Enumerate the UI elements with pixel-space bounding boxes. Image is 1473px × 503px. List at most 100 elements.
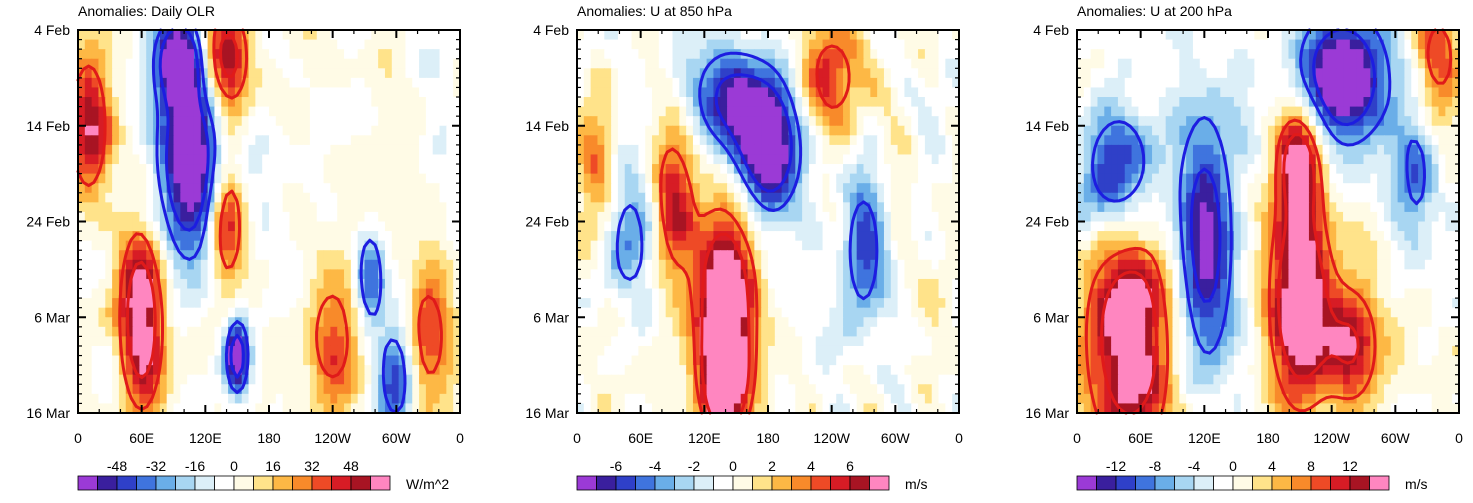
heatmap-cell [884, 279, 891, 289]
heatmap-cell [870, 394, 877, 404]
heatmap-cell [904, 298, 911, 308]
heatmap-cell [344, 222, 351, 232]
heatmap-cell [618, 356, 625, 366]
heatmap-cell [324, 327, 331, 337]
heatmap-cell [877, 97, 884, 107]
heatmap-cell [276, 126, 283, 136]
heatmap-cell [330, 346, 337, 356]
heatmap-cell [440, 260, 447, 270]
heatmap-cell [870, 365, 877, 375]
heatmap-cell [679, 97, 686, 107]
heatmap-cell [1261, 49, 1268, 59]
heatmap-cell [160, 269, 167, 279]
heatmap-cell [741, 40, 748, 50]
heatmap-cell [864, 68, 871, 78]
heatmap-cell [720, 394, 727, 404]
heatmap-cell [174, 193, 181, 203]
heatmap-cell [904, 250, 911, 260]
heatmap-cell [939, 164, 946, 174]
heatmap-cell [625, 164, 632, 174]
heatmap-cell [918, 87, 925, 97]
heatmap-cell [433, 145, 440, 155]
heatmap-cell [925, 87, 932, 97]
heatmap-cell [303, 154, 310, 164]
heatmap-cell [378, 59, 385, 69]
heatmap-cell [638, 107, 645, 117]
heatmap-cell [249, 241, 256, 251]
heatmap-cell [768, 145, 775, 155]
heatmap-cell [310, 356, 317, 366]
heatmap-cell [857, 384, 864, 394]
heatmap-cell [611, 289, 618, 299]
heatmap-cell [727, 202, 734, 212]
heatmap-cell [392, 231, 399, 241]
heatmap-cell [911, 356, 918, 366]
heatmap-cell [768, 164, 775, 174]
heatmap-cell [330, 116, 337, 126]
heatmap-cell [201, 394, 208, 404]
heatmap-cell [945, 183, 952, 193]
heatmap-cell [1132, 30, 1139, 40]
x-tick-label: 60E [628, 430, 653, 446]
heatmap-cell [775, 394, 782, 404]
heatmap-cell [289, 260, 296, 270]
heatmap-cell [932, 107, 939, 117]
heatmap-cell [385, 97, 392, 107]
heatmap-cell [775, 289, 782, 299]
heatmap-cell [98, 279, 105, 289]
heatmap-cell [426, 250, 433, 260]
heatmap-cell [604, 327, 611, 337]
heatmap-cell [720, 174, 727, 184]
heatmap-cell [679, 135, 686, 145]
heatmap-cell [802, 298, 809, 308]
heatmap-cell [720, 183, 727, 193]
heatmap-cell [788, 59, 795, 69]
heatmap-cell [659, 298, 666, 308]
heatmap-cell [303, 231, 310, 241]
heatmap-cell [945, 68, 952, 78]
heatmap-cell [877, 68, 884, 78]
heatmap-cell [727, 365, 734, 375]
heatmap-cell [262, 384, 269, 394]
heatmap-cell [932, 174, 939, 184]
heatmap-cell [604, 78, 611, 88]
heatmap-cell [632, 346, 639, 356]
heatmap-cell [891, 174, 898, 184]
heatmap-cell [446, 356, 453, 366]
heatmap-cell [269, 135, 276, 145]
heatmap-cell [221, 231, 228, 241]
heatmap-cell [365, 97, 372, 107]
heatmap-cell [604, 202, 611, 212]
heatmap-cell [748, 78, 755, 88]
heatmap-cell [713, 30, 720, 40]
heatmap-cell [864, 164, 871, 174]
heatmap-cell [754, 222, 761, 232]
heatmap-cell [632, 30, 639, 40]
heatmap-cell [208, 269, 215, 279]
colorbar-swatch [215, 476, 235, 490]
heatmap-cell [591, 241, 598, 251]
heatmap-cell [399, 289, 406, 299]
heatmap-cell [1111, 49, 1118, 59]
heatmap-cell [399, 193, 406, 203]
heatmap-cell [317, 87, 324, 97]
heatmap-cell [269, 289, 276, 299]
heatmap-cell [371, 222, 378, 232]
heatmap-cell [904, 231, 911, 241]
heatmap-cell [577, 135, 584, 145]
heatmap-cell [180, 231, 187, 241]
heatmap-cell [816, 222, 823, 232]
heatmap-cell [604, 164, 611, 174]
heatmap-cell [78, 298, 85, 308]
heatmap-cell [925, 49, 932, 59]
heatmap-cell [85, 375, 92, 385]
heatmap-cell [625, 336, 632, 346]
heatmap-cell [283, 308, 290, 318]
heatmap-cell [591, 346, 598, 356]
heatmap-cell [283, 289, 290, 299]
heatmap-cell [310, 126, 317, 136]
heatmap-cell [446, 394, 453, 404]
heatmap-cell [269, 317, 276, 327]
heatmap-cell [939, 336, 946, 346]
heatmap-cell [734, 375, 741, 385]
